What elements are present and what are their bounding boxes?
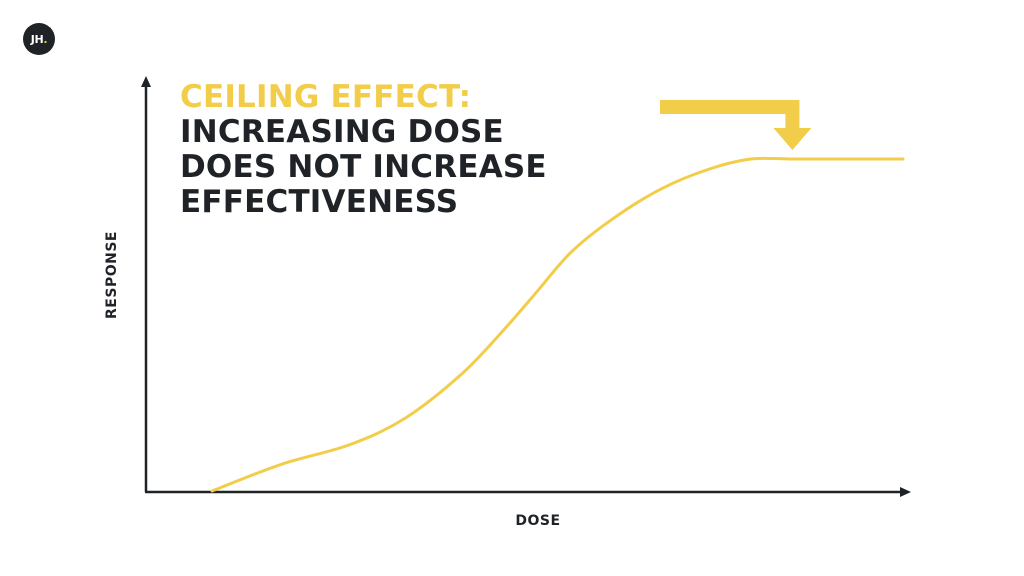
plot-layer: [210, 156, 905, 493]
jh-logo: JH.: [23, 23, 55, 55]
headline-line-1: INCREASING DOSE: [180, 114, 504, 150]
logo-text: JH: [30, 32, 44, 46]
x-axis-label: DOSE: [515, 513, 561, 529]
headline: CEILING EFFECT: INCREASING DOSE DOES NOT…: [180, 80, 547, 220]
logo-dot: .: [43, 32, 48, 46]
headline-line-2: DOES NOT INCREASE: [180, 149, 547, 185]
axes: [141, 76, 911, 497]
headline-line-3: EFFECTIVENESS: [180, 184, 459, 220]
annotation-layer: [660, 100, 812, 150]
headline-accent: CEILING EFFECT:: [180, 79, 472, 115]
x-axis-arrowhead: [900, 487, 911, 497]
ceiling-arrow: [660, 100, 812, 150]
y-axis-arrowhead: [141, 76, 151, 87]
dose-response-curve: [210, 156, 905, 493]
